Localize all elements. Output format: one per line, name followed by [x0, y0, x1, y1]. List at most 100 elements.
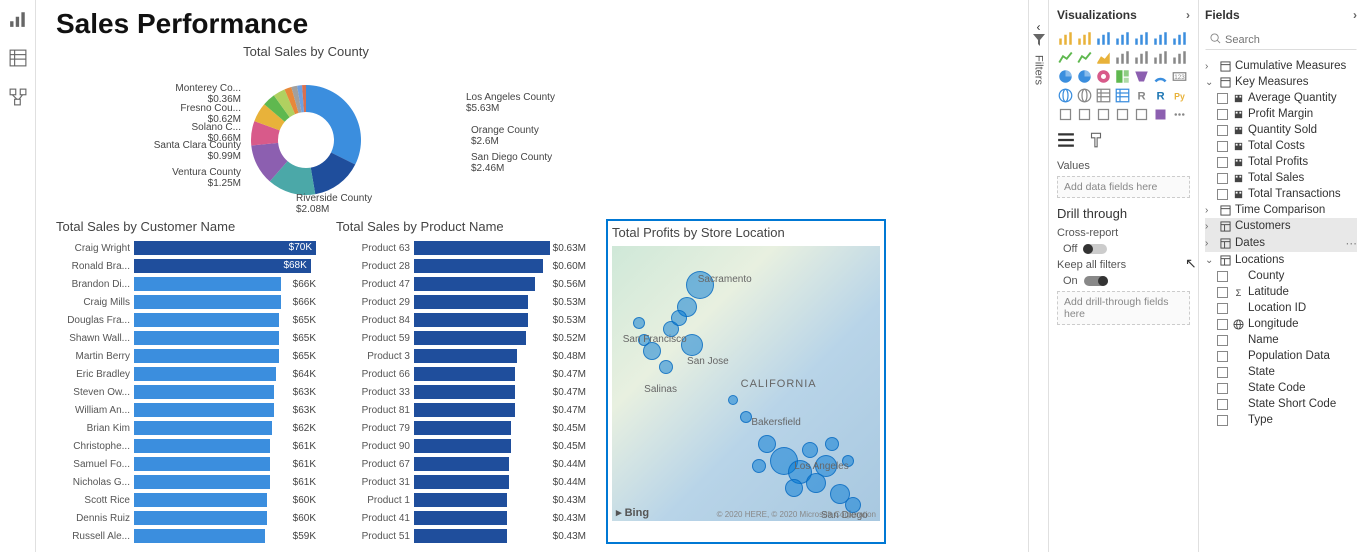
bar-row[interactable]: Product 81$0.47M [336, 402, 586, 418]
map-bubble[interactable] [728, 395, 738, 405]
viz-type-icon[interactable] [1152, 68, 1169, 85]
bar-row[interactable]: Eric Bradley$64K [56, 366, 316, 382]
bar-row[interactable]: Product 84$0.53M [336, 312, 586, 328]
fields-field[interactable]: Profit Margin [1205, 106, 1357, 122]
field-checkbox[interactable] [1217, 383, 1228, 394]
viz-type-icon[interactable] [1171, 30, 1188, 47]
bar-row[interactable]: Scott Rice$60K [56, 492, 316, 508]
viz-type-icon[interactable] [1171, 49, 1188, 66]
viz-type-icon[interactable] [1095, 87, 1112, 104]
bar-row[interactable]: Samuel Fo...$61K [56, 456, 316, 472]
viz-type-icon[interactable]: 123 [1171, 68, 1188, 85]
values-well[interactable]: Add data fields here [1057, 176, 1190, 198]
viz-type-icon[interactable] [1057, 87, 1074, 104]
map-bubble[interactable] [671, 310, 687, 326]
map-bubble[interactable] [785, 479, 803, 497]
viz-type-icon[interactable] [1095, 49, 1112, 66]
field-checkbox[interactable] [1217, 271, 1228, 282]
bar-row[interactable]: Product 31$0.44M [336, 474, 586, 490]
viz-type-icon[interactable] [1133, 30, 1150, 47]
bar-row[interactable]: Product 29$0.53M [336, 294, 586, 310]
format-tab-icon[interactable] [1087, 131, 1105, 152]
field-checkbox[interactable] [1217, 399, 1228, 410]
bar-row[interactable]: Douglas Fra...$65K [56, 312, 316, 328]
viz-type-icon[interactable] [1057, 68, 1074, 85]
field-checkbox[interactable] [1217, 109, 1228, 120]
fields-table[interactable]: ⌄Key Measures [1205, 74, 1357, 90]
viz-type-icon[interactable] [1076, 30, 1093, 47]
fields-table[interactable]: ›Time Comparison [1205, 202, 1357, 218]
bar-row[interactable]: Product 47$0.56M [336, 276, 586, 292]
bar-row[interactable]: Russell Ale...$59K [56, 528, 316, 544]
bar-row[interactable]: Shawn Wall...$65K [56, 330, 316, 346]
viz-type-icon[interactable] [1114, 87, 1131, 104]
viz-type-icon[interactable] [1057, 49, 1074, 66]
bar-row[interactable]: Product 63$0.63M [336, 240, 586, 256]
viz-type-icon[interactable] [1133, 106, 1150, 123]
fields-field[interactable]: State Short Code [1205, 396, 1357, 412]
viz-type-icon[interactable] [1076, 68, 1093, 85]
viz-type-icon[interactable] [1057, 30, 1074, 47]
viz-type-icon[interactable]: R [1133, 87, 1150, 104]
field-checkbox[interactable] [1217, 141, 1228, 152]
bar-row[interactable]: Product 28$0.60M [336, 258, 586, 274]
viz-type-icon[interactable] [1152, 49, 1169, 66]
field-checkbox[interactable] [1217, 173, 1228, 184]
fields-table[interactable]: ›Customers [1205, 218, 1357, 234]
search-input[interactable] [1225, 34, 1363, 46]
fields-field[interactable]: Total Costs [1205, 138, 1357, 154]
fields-field[interactable]: Population Data [1205, 348, 1357, 364]
viz-type-icon[interactable] [1152, 106, 1169, 123]
bar-row[interactable]: Christophe...$61K [56, 438, 316, 454]
field-checkbox[interactable] [1217, 157, 1228, 168]
map-bubble[interactable] [740, 411, 752, 423]
bar-row[interactable]: Steven Ow...$63K [56, 384, 316, 400]
bar-row[interactable]: Product 41$0.43M [336, 510, 586, 526]
fields-field[interactable]: Location ID [1205, 300, 1357, 316]
bar-row[interactable]: Product 59$0.52M [336, 330, 586, 346]
bar-row[interactable]: Nicholas G...$61K [56, 474, 316, 490]
bar-row[interactable]: Product 1$0.43M [336, 492, 586, 508]
keep-filters-toggle[interactable] [1084, 276, 1108, 286]
chevron-right-icon[interactable]: › [1353, 8, 1357, 22]
fields-field[interactable]: Type [1205, 412, 1357, 428]
fields-field[interactable]: Total Transactions [1205, 186, 1357, 202]
map-bubble[interactable] [802, 442, 818, 458]
bar-row[interactable]: Product 3$0.48M [336, 348, 586, 364]
viz-type-icon[interactable] [1114, 68, 1131, 85]
field-checkbox[interactable] [1217, 351, 1228, 362]
fields-field[interactable]: Average Quantity [1205, 90, 1357, 106]
fields-field[interactable]: Total Profits [1205, 154, 1357, 170]
fields-field[interactable]: Total Sales [1205, 170, 1357, 186]
viz-type-icon[interactable] [1057, 106, 1074, 123]
fields-field[interactable]: Name [1205, 332, 1357, 348]
viz-type-icon[interactable] [1114, 30, 1131, 47]
field-checkbox[interactable] [1217, 303, 1228, 314]
bar-row[interactable]: Dennis Ruiz$60K [56, 510, 316, 526]
fields-field[interactable]: Longitude [1205, 316, 1357, 332]
bar-row[interactable]: Brandon Di...$66K [56, 276, 316, 292]
fields-field[interactable]: ΣLatitude [1205, 284, 1357, 300]
fields-search[interactable] [1205, 30, 1357, 50]
field-checkbox[interactable] [1217, 287, 1228, 298]
cross-report-toggle[interactable] [1083, 244, 1107, 254]
chevron-right-icon[interactable]: › [1186, 8, 1190, 22]
viz-type-icon[interactable] [1133, 68, 1150, 85]
map-visual[interactable]: Total Profits by Store Location CALIFORN… [606, 219, 886, 544]
bar-row[interactable]: Product 51$0.43M [336, 528, 586, 544]
bar-row[interactable]: Brian Kim$62K [56, 420, 316, 436]
map-bubble[interactable] [758, 435, 776, 453]
map-bubble[interactable] [825, 437, 839, 451]
viz-type-icon[interactable] [1095, 68, 1112, 85]
viz-type-icon[interactable] [1133, 49, 1150, 66]
field-checkbox[interactable] [1217, 319, 1228, 330]
fields-table[interactable]: ⌄Locations↖ [1205, 252, 1357, 268]
customer-bars-visual[interactable]: Total Sales by Customer Name Craig Wrigh… [56, 219, 316, 544]
fields-field[interactable]: County [1205, 268, 1357, 284]
field-checkbox[interactable] [1217, 125, 1228, 136]
map-bubble[interactable] [752, 459, 766, 473]
fields-table[interactable]: ›Cumulative Measures [1205, 58, 1357, 74]
filters-collapsed-tab[interactable]: ‹ Filters [1028, 0, 1048, 552]
viz-type-icon[interactable]: Py [1171, 87, 1188, 104]
viz-type-icon[interactable]: R [1152, 87, 1169, 104]
